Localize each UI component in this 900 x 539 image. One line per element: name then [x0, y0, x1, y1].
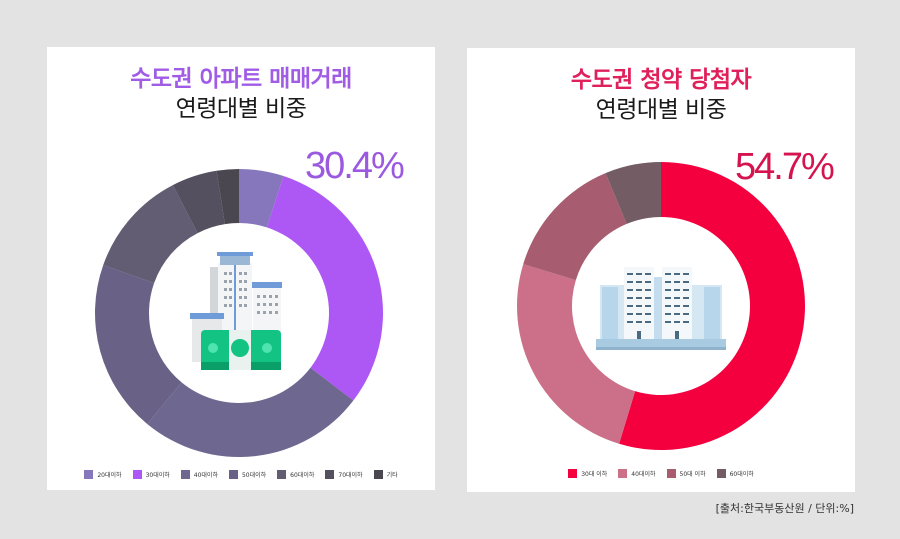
legend-item: 30대 이하 — [568, 469, 607, 478]
donut-segment — [147, 367, 354, 458]
chart-panel-subscription-winners: 수도권 청약 당첨자 연령대별 비중 54.7% 30대 이 — [467, 48, 855, 492]
legend-label: 60대이하 — [729, 471, 754, 478]
legend-swatch — [716, 469, 726, 478]
legend-item: 30대이하 — [132, 470, 170, 479]
legend-label: 50대 이하 — [679, 471, 706, 478]
legend-item: 40대이하 — [180, 470, 218, 479]
donut-chart — [517, 162, 805, 450]
donut-segment — [619, 162, 805, 450]
donut-segment — [172, 170, 225, 234]
buildings-with-money-icon — [190, 252, 282, 370]
legend-label: 60대이하 — [290, 472, 315, 479]
legend-swatch — [277, 470, 287, 479]
legend-swatch — [325, 470, 335, 479]
legend-item: 50대 이하 — [666, 469, 706, 478]
legend-item: 20대이하 — [84, 470, 122, 479]
donut-segment — [216, 169, 239, 225]
chart-legend: 30대 이하 40대이하 50대 이하 60대이하 — [467, 469, 855, 478]
source-note: [출처:한국부동산원 / 단위:%] — [715, 502, 854, 515]
donut-segment — [605, 162, 661, 224]
donut-chart — [94, 169, 383, 458]
legend-swatch — [180, 470, 190, 479]
legend-label: 40대이하 — [631, 471, 656, 478]
legend-swatch — [568, 469, 578, 478]
donut-segment — [523, 173, 627, 281]
legend-label: 40대이하 — [193, 472, 218, 479]
donut-segment — [94, 265, 182, 424]
donut-segment — [266, 176, 383, 401]
legend-label: 20대이하 — [97, 472, 122, 479]
donut-segment — [239, 169, 284, 228]
apartment-complex-icon — [596, 267, 726, 350]
highlight-percentage: 30.4% — [305, 145, 405, 187]
legend-label: 30대 이하 — [581, 471, 608, 478]
chart-panel-apartment-trades: 수도권 아파트 매매거래 연령대별 비중 30.4% 20대이하 30대이하 40대… — [47, 47, 435, 490]
legend-item: 50대이하 — [228, 470, 267, 479]
chart-title-sub: 연령대별 비중 — [175, 96, 307, 122]
legend-swatch — [373, 470, 383, 479]
donut-segment — [517, 264, 636, 444]
legend-swatch — [132, 470, 142, 479]
legend-label: 30대이하 — [145, 472, 170, 479]
legend-swatch — [618, 469, 628, 478]
legend-label: 50대이하 — [241, 472, 267, 479]
chart-legend: 20대이하 30대이하 40대이하 50대이하 60대이하 70대이하 기타 — [47, 470, 435, 479]
legend-item: 60대이하 — [277, 470, 314, 479]
donut-segment — [103, 185, 198, 284]
legend-item: 기타 — [373, 470, 398, 479]
legend-item: 60대이하 — [716, 469, 754, 478]
chart-title-main: 수도권 아파트 매매거래 — [130, 66, 352, 92]
legend-label: 기타 — [386, 472, 398, 479]
highlight-percentage: 54.7% — [735, 146, 835, 188]
legend-label: 70대이하 — [338, 472, 363, 479]
legend-swatch — [666, 469, 676, 478]
chart-title-sub: 연령대별 비중 — [595, 97, 727, 123]
legend-swatch — [84, 470, 94, 479]
legend-swatch — [228, 470, 238, 479]
chart-title-main: 수도권 청약 당첨자 — [570, 67, 752, 93]
legend-item: 70대이하 — [325, 470, 363, 479]
legend-item: 40대이하 — [618, 469, 656, 478]
